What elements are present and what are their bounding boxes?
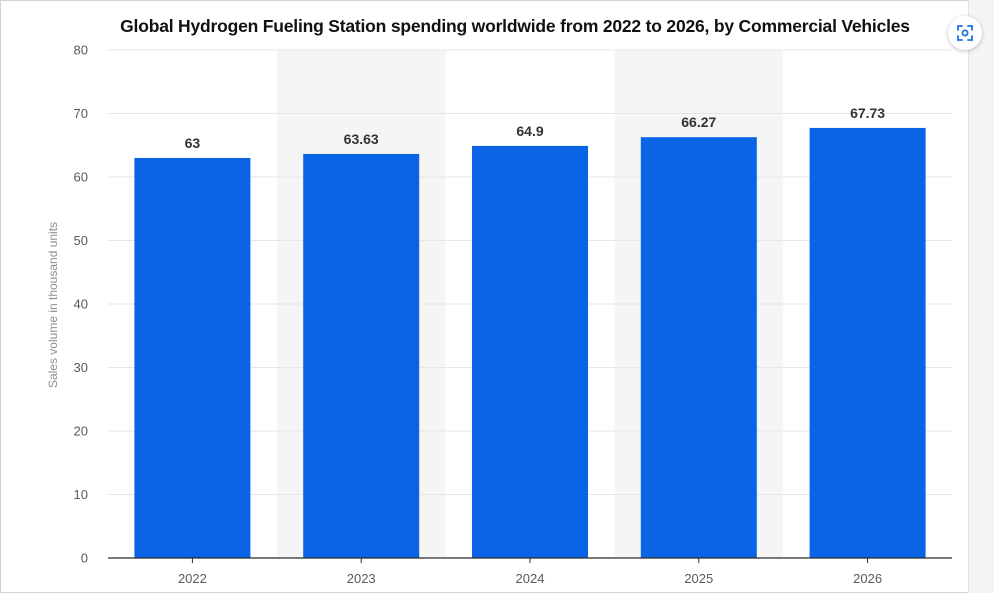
x-tick-label: 2024 [516,571,545,586]
value-label-2023: 63.63 [344,131,379,147]
y-tick-label: 30 [74,360,88,375]
y-tick-label: 0 [81,551,88,566]
y-tick-label: 50 [74,233,88,248]
y-tick-label: 70 [74,106,88,121]
y-tick-label: 80 [74,43,88,58]
y-axis-label: Sales volume in thousand units [46,222,60,388]
visual-search-icon [957,25,973,41]
y-tick-label: 40 [74,297,88,312]
y-tick-label: 10 [74,487,88,502]
bar-2026[interactable] [809,127,926,559]
value-label-2024: 64.9 [516,123,543,139]
scrollbar-track[interactable] [968,0,994,593]
bars [134,127,926,559]
x-axis: 2022 2023 2024 2025 2026 [108,557,952,586]
bar-2025[interactable] [640,137,757,559]
y-tick-label: 60 [74,170,88,185]
visual-search-button[interactable] [948,16,982,50]
value-labels: 63 63.63 64.9 66.27 67.73 [185,105,886,151]
x-tick-label: 2025 [684,571,713,586]
bar-2022[interactable] [134,157,251,558]
x-tick-label: 2022 [178,571,207,586]
chart-title: Global Hydrogen Fueling Station spending… [120,16,910,36]
value-label-2022: 63 [185,135,201,151]
value-label-2026: 67.73 [850,105,885,121]
x-tick-label: 2026 [853,571,882,586]
y-tick-label: 20 [74,424,88,439]
bar-2024[interactable] [472,145,588,558]
bar-2023[interactable] [303,153,420,558]
x-tick-label: 2023 [347,571,376,586]
value-label-2025: 66.27 [681,114,716,130]
